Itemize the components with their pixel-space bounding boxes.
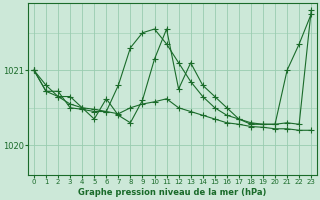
X-axis label: Graphe pression niveau de la mer (hPa): Graphe pression niveau de la mer (hPa) <box>78 188 267 197</box>
